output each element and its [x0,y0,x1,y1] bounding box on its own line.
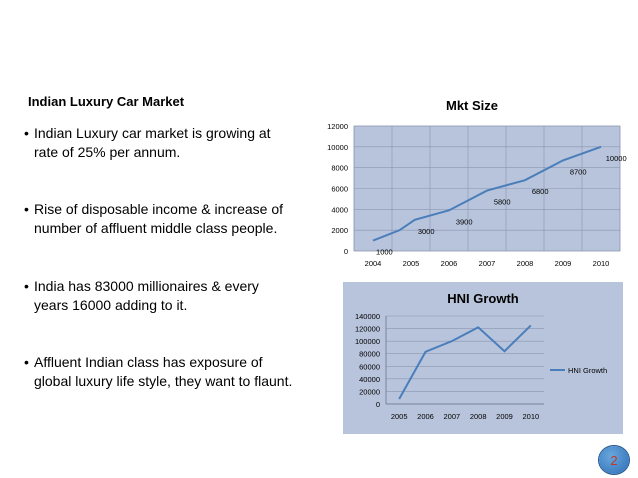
y-tick-label: 60000 [359,362,380,371]
x-tick-label: 2005 [391,412,408,421]
chart-background [343,282,623,434]
y-tick-label: 120000 [355,325,380,334]
hni-growth-chart: HNI Growth 0 20000 40000 60000 80000 100000 120… [343,282,623,434]
y-tick-label: 12000 [327,122,348,131]
x-tick-label: 2009 [555,259,572,268]
data-label: 3900 [456,217,473,226]
series-line [398,324,532,400]
y-tick-label: 4000 [331,205,348,214]
y-tick-label: 0 [344,247,348,256]
y-tick-label: 2000 [331,226,348,235]
x-tick-label: 2004 [365,259,382,268]
bullet-text: Indian Luxury car market is growing at r… [34,125,271,160]
bullet-item: • India has 83000 millionaires & every y… [24,277,324,315]
data-label: 5800 [494,198,511,207]
bullet-marker: • [24,201,29,217]
x-tick-label: 2007 [443,412,460,421]
series-line [372,145,602,242]
data-label: 6800 [532,187,549,196]
y-tick-label: 8000 [331,164,348,173]
y-tick-label: 6000 [331,185,348,194]
page-number-badge: 2 [599,446,629,474]
y-tick-label: 10000 [327,143,348,152]
slide-heading: Indian Luxury Car Market [28,94,185,109]
bullet-item: • Affluent Indian class has exposure of … [24,353,324,391]
legend-label: HNI Growth [568,366,607,375]
x-tick-label: 2010 [593,259,610,268]
bullet-marker: • [24,125,29,141]
x-tick-label: 2008 [470,412,487,421]
data-label: 3000 [418,227,435,236]
data-label: 8700 [570,167,587,176]
y-tick-label: 80000 [359,350,380,359]
y-tick-label: 140000 [355,312,380,321]
x-tick-label: 2005 [403,259,420,268]
mkt-size-chart: 0 2000 4000 6000 8000 10000 12000 2004 2005 2006 2… [327,122,627,268]
bullet-text: Affluent Indian class has exposure of gl… [34,354,293,389]
bullet-text: India has 83000 millionaires & every yea… [34,278,259,313]
y-tick-label: 20000 [359,387,380,396]
x-tick-label: 2008 [517,259,534,268]
bullet-marker: • [24,278,29,294]
bullet-item: • Rise of disposable income & increase o… [24,200,324,238]
y-tick-label: 0 [376,400,380,409]
y-tick-label: 40000 [359,375,380,384]
x-tick-label: 2009 [496,412,513,421]
y-tick-label: 100000 [355,337,380,346]
x-tick-label: 2007 [479,259,496,268]
data-label: 1000 [376,248,393,257]
bullet-text: Rise of disposable income & increase of … [34,201,284,236]
bullet-marker: • [24,354,29,370]
x-tick-label: 2010 [522,412,539,421]
chart-title-hni-growth: HNI Growth [447,291,519,306]
data-label: 10000 [606,154,627,163]
bullet-item: • Indian Luxury car market is growing at… [24,124,324,162]
x-tick-label: 2006 [417,412,434,421]
chart-title-mkt-size: Mkt Size [446,98,499,113]
x-tick-label: 2006 [441,259,458,268]
